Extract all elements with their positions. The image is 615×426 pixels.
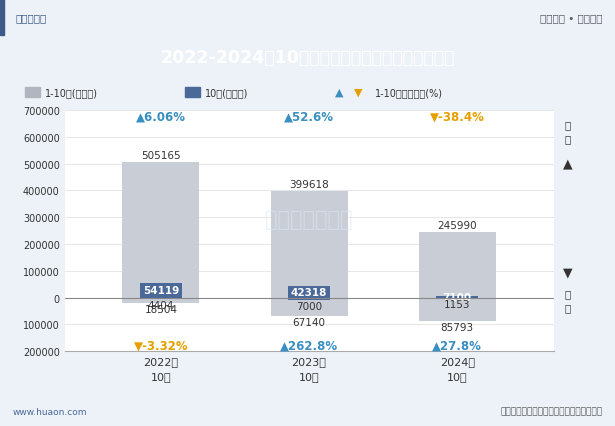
- Text: ▲: ▲: [335, 87, 344, 97]
- Text: 7100: 7100: [443, 292, 472, 302]
- Text: 7000: 7000: [296, 301, 322, 311]
- Bar: [122, 163, 199, 298]
- Text: 进
口: 进 口: [565, 288, 571, 312]
- Text: 华经情报网: 华经情报网: [15, 13, 47, 23]
- Text: 85793: 85793: [440, 322, 474, 332]
- Text: 出
口: 出 口: [565, 120, 571, 144]
- Text: 1153: 1153: [444, 299, 470, 309]
- Bar: [184, 88, 200, 98]
- Bar: [122, 298, 199, 303]
- Bar: [437, 296, 478, 298]
- Bar: [25, 88, 40, 98]
- Bar: [288, 298, 330, 300]
- Text: www.huaon.com: www.huaon.com: [12, 406, 87, 416]
- Text: ▲52.6%: ▲52.6%: [284, 110, 334, 123]
- Text: ▼: ▼: [563, 266, 573, 279]
- Text: 54119: 54119: [143, 286, 179, 296]
- Text: ▲27.8%: ▲27.8%: [432, 338, 482, 351]
- Bar: [140, 283, 181, 298]
- Text: 10月(千美元): 10月(千美元): [205, 88, 248, 98]
- Text: 1-10月(千美元): 1-10月(千美元): [45, 88, 98, 98]
- Text: ▲: ▲: [563, 158, 573, 170]
- Text: ▲262.8%: ▲262.8%: [280, 338, 338, 351]
- Text: ▼: ▼: [354, 87, 362, 97]
- Text: ▼-38.4%: ▼-38.4%: [430, 110, 485, 123]
- Text: 华经产业研究院: 华经产业研究院: [265, 209, 353, 229]
- Bar: [0, 0, 4, 36]
- Bar: [419, 232, 496, 298]
- Text: 505165: 505165: [141, 151, 181, 161]
- Text: 专业严谨 • 客观科学: 专业严谨 • 客观科学: [540, 13, 603, 23]
- Text: 399618: 399618: [289, 179, 329, 189]
- Text: 42318: 42318: [291, 287, 327, 297]
- Bar: [140, 298, 181, 299]
- Text: 1-10月同比增速(%): 1-10月同比增速(%): [375, 88, 443, 98]
- Text: 245990: 245990: [437, 220, 477, 230]
- Text: 18504: 18504: [145, 304, 177, 314]
- Text: ▲6.06%: ▲6.06%: [136, 110, 186, 123]
- Text: 4404: 4404: [148, 300, 174, 310]
- Bar: [288, 287, 330, 298]
- Bar: [419, 298, 496, 321]
- Bar: [271, 191, 347, 298]
- Text: ▼-3.32%: ▼-3.32%: [133, 338, 188, 351]
- Text: 资料来源：中国海关；华经产业研究院整理: 资料来源：中国海关；华经产业研究院整理: [501, 406, 603, 416]
- Bar: [271, 298, 347, 316]
- Text: 67140: 67140: [293, 317, 325, 327]
- Text: 2022-2024年10月青岛即墨综合保税区进、出口额: 2022-2024年10月青岛即墨综合保税区进、出口额: [161, 49, 454, 66]
